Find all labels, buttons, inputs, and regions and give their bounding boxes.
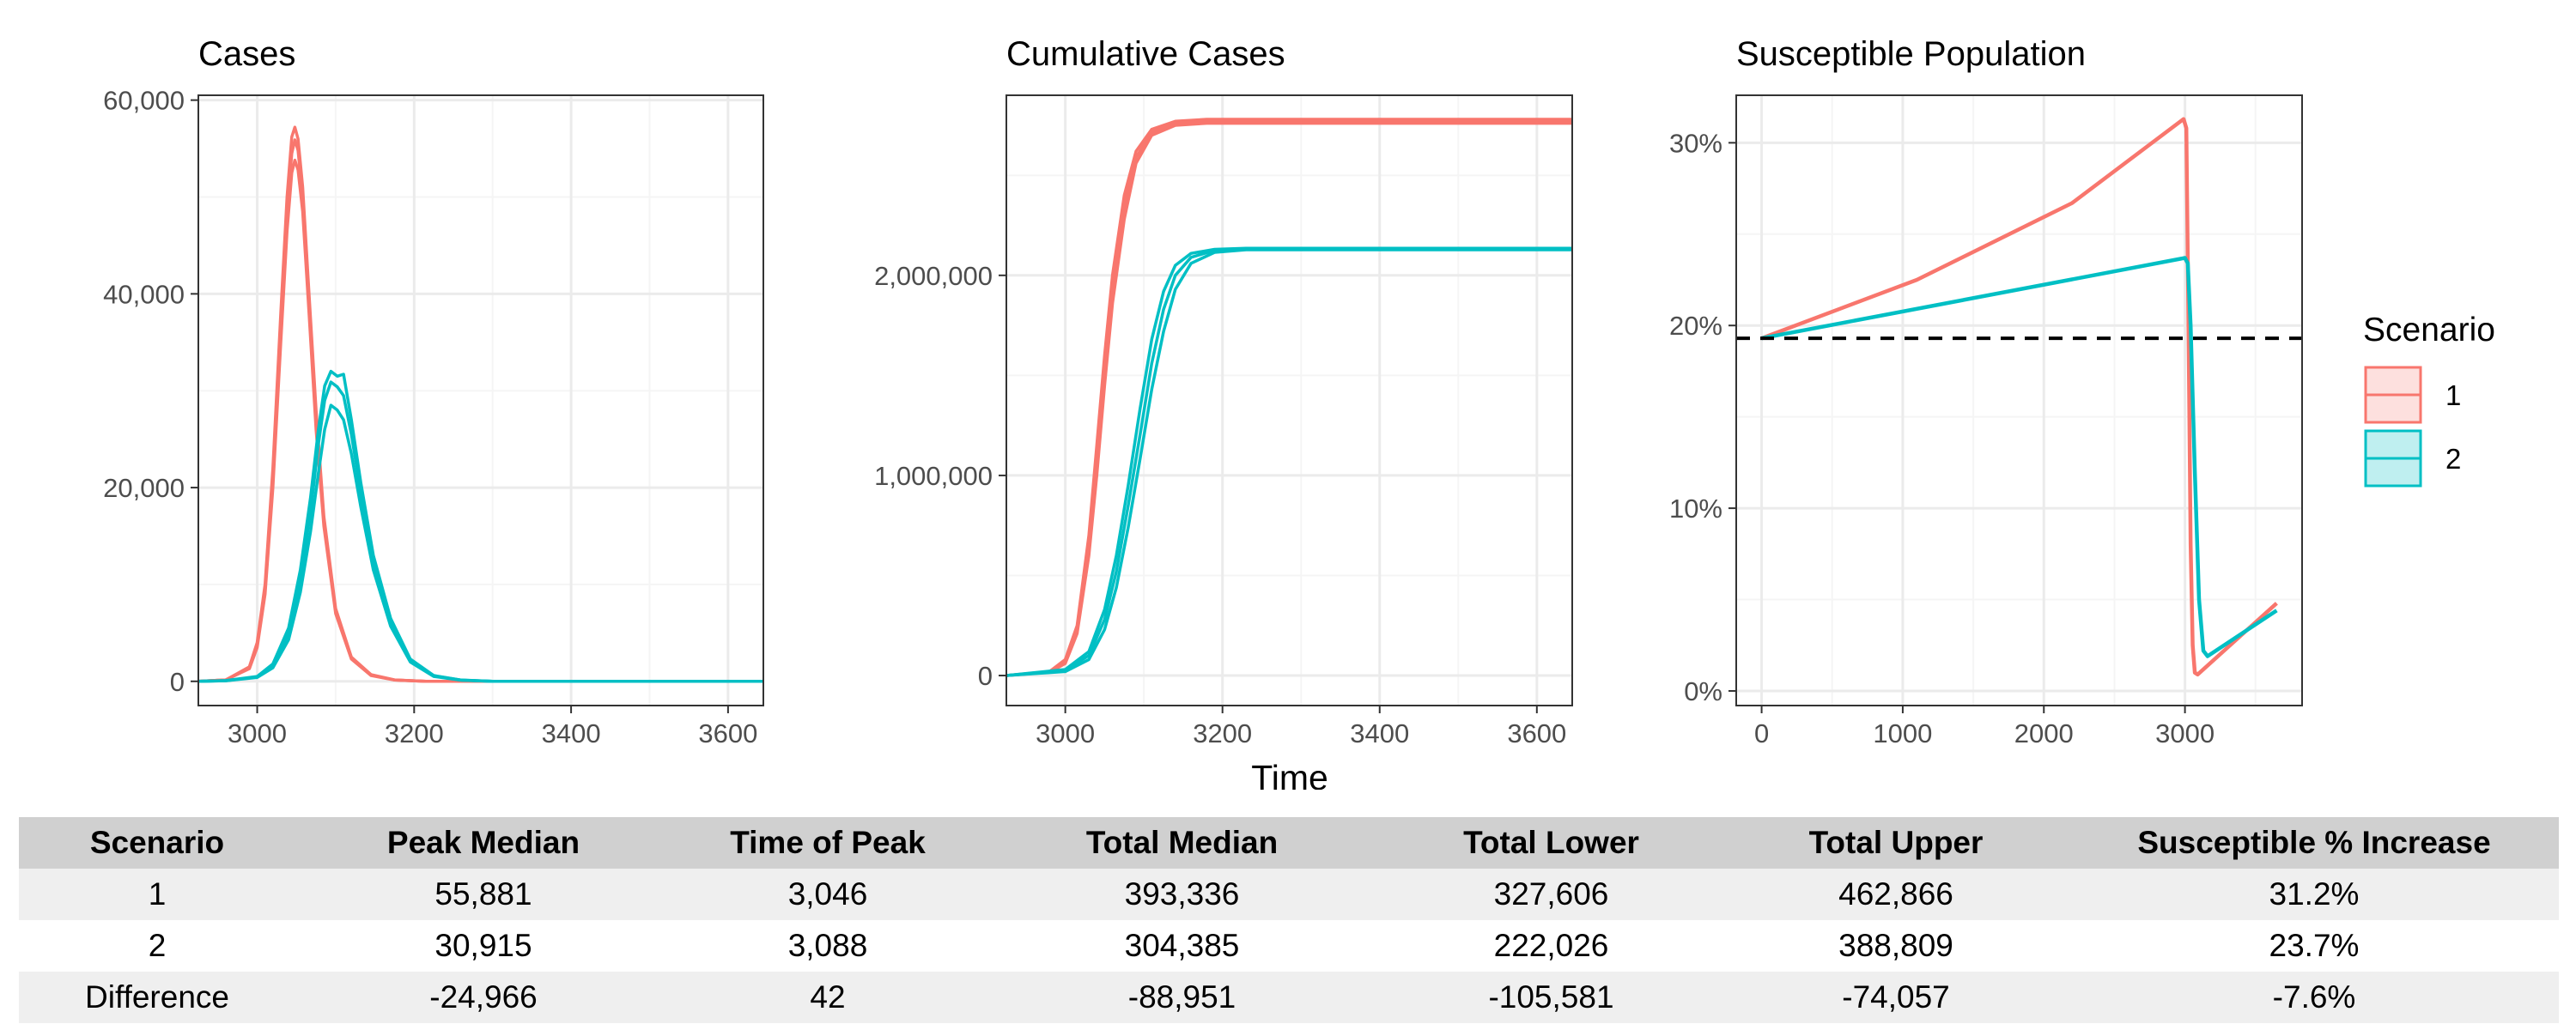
table-header-cell: Peak Median: [295, 817, 671, 869]
table-cell: 393,336: [984, 869, 1380, 920]
series-line-scenario-2-3: [198, 403, 763, 683]
x-tick-label: 3200: [385, 718, 444, 748]
x-tick-label: 3400: [1350, 718, 1409, 748]
table-cell: 42: [671, 972, 984, 1023]
panel-border: [1735, 94, 2303, 706]
table-cell: 2: [19, 920, 295, 972]
legend-label-1: 1: [2445, 379, 2461, 411]
x-tick-label: 3600: [698, 718, 757, 748]
series-line-scenario-1-1: [1760, 117, 2278, 677]
y-tick-label: 0: [978, 661, 993, 691]
series-line-scenario-1-3: [198, 158, 763, 683]
y-tick-label: 2,000,000: [874, 261, 993, 291]
table-cell: 31.2%: [2069, 869, 2559, 920]
panel-background: [1006, 95, 1572, 706]
chart-panels: Cases 3000 3200 3400 3600 0 20,000 40,000 60,000…: [103, 35, 2495, 790]
series-line-scenario-2-2: [1006, 247, 1572, 677]
y-tick-label: 30%: [1669, 128, 1722, 158]
series-line-scenario-1-3: [1006, 121, 1572, 677]
x-tick-label: 3000: [2155, 718, 2215, 748]
table-row: Difference -24,966 42 -88,951 -105,581 -…: [19, 972, 2559, 1023]
table-cell: 222,026: [1380, 920, 1722, 972]
table-cell: 30,915: [295, 920, 671, 972]
plot-area: [1006, 95, 1572, 706]
series-line-scenario-2-3: [1006, 248, 1572, 677]
y-tick-label: 20,000: [103, 473, 185, 503]
legend-entry-1: 1: [2364, 366, 2461, 424]
table-header-cell: Time of Peak: [671, 817, 984, 869]
x-tick-label: 3400: [542, 718, 601, 748]
x-tick-label: 3000: [228, 718, 287, 748]
table-row: 2 30,915 3,088 304,385 222,026 388,809 2…: [19, 920, 2559, 972]
x-tick-label: 3600: [1507, 718, 1566, 748]
table-header-cell: Total Upper: [1722, 817, 2069, 869]
y-tick-label: 40,000: [103, 279, 185, 309]
panel-title: Susceptible Population: [1736, 35, 2086, 73]
summary-table: Scenario Peak Median Time of Peak Total …: [19, 817, 2559, 1023]
series-line-scenario-2-1: [1761, 256, 2278, 658]
table-cell: -7.6%: [2069, 972, 2559, 1023]
table-cell: 3,088: [671, 920, 984, 972]
legend: Scenario 1 2: [2363, 312, 2495, 488]
table-header-cell: Susceptible % Increase: [2069, 817, 2559, 869]
panel-title: Cumulative Cases: [1006, 35, 1285, 73]
table-row: 1 55,881 3,046 393,336 327,606 462,866 3…: [19, 869, 2559, 920]
plot-area: [198, 95, 763, 706]
table-header-cell: Scenario: [19, 817, 295, 869]
table-cell: 327,606: [1380, 869, 1722, 920]
y-tick-label: 0: [170, 667, 185, 697]
legend-label-2: 2: [2445, 443, 2461, 475]
table-cell: 23.7%: [2069, 920, 2559, 972]
x-tick-label: 2000: [2014, 718, 2074, 748]
x-tick-label: 3200: [1193, 718, 1252, 748]
shared-x-axis-title: Time: [1251, 758, 1328, 790]
table-cell: 462,866: [1722, 869, 2069, 920]
table-header-cell: Total Lower: [1380, 817, 1722, 869]
table-cell: 3,046: [671, 869, 984, 920]
x-tick-label: 0: [1754, 718, 1769, 748]
y-tick-label: 10%: [1669, 494, 1722, 524]
table-cell: 388,809: [1722, 920, 2069, 972]
x-tick-label: 3000: [1036, 718, 1095, 748]
table-cell: Difference: [19, 972, 295, 1023]
panel-background: [198, 95, 763, 706]
table-cell: 1: [19, 869, 295, 920]
y-tick-label: 1,000,000: [874, 461, 993, 491]
table-cell: 55,881: [295, 869, 671, 920]
y-tick-label: 20%: [1669, 311, 1722, 341]
panel-border: [197, 94, 764, 706]
table-cell: -74,057: [1722, 972, 2069, 1023]
panel-title: Cases: [198, 35, 295, 73]
table-cell: -88,951: [984, 972, 1380, 1023]
plot-area: [1736, 95, 2302, 706]
legend-entry-2: 2: [2364, 429, 2461, 488]
y-tick-label: 60,000: [103, 86, 185, 116]
y-tick-label: 0%: [1684, 676, 1722, 706]
table-cell: -105,581: [1380, 972, 1722, 1023]
legend-title: Scenario: [2363, 312, 2495, 348]
x-tick-label: 1000: [1873, 718, 1932, 748]
table-header-cell: Total Median: [984, 817, 1380, 869]
panel-3: Susceptible Population 0 1000 2000 3000 0% 10%…: [1669, 35, 2303, 748]
panel-1: Cases 3000 3200 3400 3600 0 20,000 40,000 60,000: [103, 35, 764, 748]
panel-background: [1736, 95, 2302, 706]
table-cell: 304,385: [984, 920, 1380, 972]
panel-border: [1005, 94, 1573, 706]
table-header-row: Scenario Peak Median Time of Peak Total …: [19, 817, 2559, 869]
table-cell: -24,966: [295, 972, 671, 1023]
panel-2: Cumulative Cases 3000 3200 3400 3600 0 1,000,0…: [874, 35, 1573, 748]
